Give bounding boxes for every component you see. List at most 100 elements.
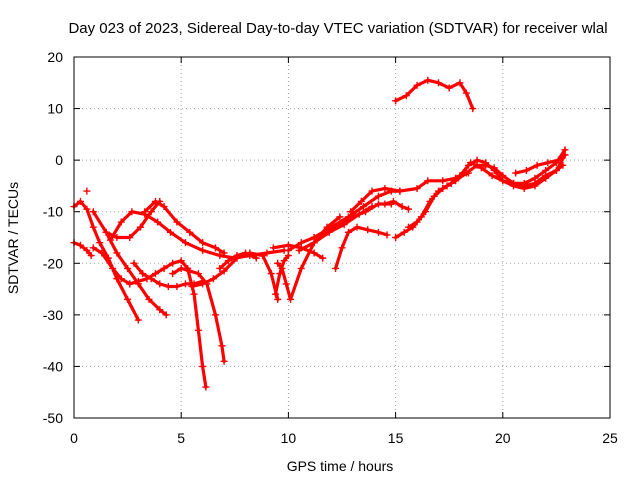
data-point [357,197,365,205]
y-tick-label: 0 [55,152,63,168]
series-line [108,210,286,260]
data-point [413,81,421,89]
data-point [76,241,84,249]
data-point [295,246,303,254]
data-point [267,270,275,278]
y-tick-label: -40 [43,358,63,374]
data-point [160,264,168,272]
data-point [347,208,355,216]
y-tick-label: -10 [43,204,63,220]
data-point [194,270,202,278]
y-tick-label: -20 [43,255,63,271]
data-point [252,254,260,262]
data-point [542,174,550,182]
data-point [473,156,481,164]
data-point [113,249,121,257]
data-point [413,185,421,193]
y-tick-label: -30 [43,307,63,323]
data-point [212,244,220,252]
data-point [87,252,95,260]
data-point [404,205,412,213]
data-point [218,342,226,350]
data-point [467,159,475,167]
data-point [89,244,97,252]
data-point [278,264,286,272]
x-tick-label: 20 [495,430,511,446]
data-point [199,246,207,254]
series-arc-09 [126,257,210,391]
series-line [394,78,475,111]
data-point [224,257,232,265]
data-point [199,362,207,370]
data-point [83,205,91,213]
data-point [336,213,344,221]
series-arc-07 [141,197,228,257]
data-point [128,208,136,216]
data-point [212,311,220,319]
data-point [96,239,104,247]
data-point [126,280,134,288]
data-point [139,270,147,278]
data-point [141,208,149,216]
data-point [287,295,295,303]
data-point [332,264,340,272]
data-point [344,228,352,236]
series-arc-26 [392,76,477,113]
data-point [344,213,352,221]
data-series [70,76,569,391]
data-point [456,172,464,180]
data-point [327,223,335,231]
y-axis-title: SDTVAR / TECUs [5,182,21,294]
data-point [83,187,91,195]
data-point [544,159,552,167]
series-line [72,241,93,258]
data-point [398,203,406,211]
series-arc-05 [102,197,164,241]
data-point [113,234,121,241]
plot-frame [73,56,611,419]
series-arc-23 [404,151,569,231]
data-point [542,166,550,174]
data-point [520,179,528,187]
data-point [552,166,560,174]
data-point [147,208,155,216]
data-point [220,249,228,257]
data-point [499,177,507,185]
data-point [447,179,455,187]
data-point [156,280,164,288]
data-point [310,249,318,257]
data-point [124,295,132,303]
data-point [469,105,477,113]
data-point [143,275,151,283]
data-point [274,295,282,303]
data-point [124,264,132,272]
data-point [413,218,421,226]
data-point [284,246,292,254]
series-arc-25 [512,151,569,177]
x-tick-label: 5 [177,430,185,446]
data-point [439,177,447,185]
data-point [177,257,185,265]
data-point [190,290,198,298]
data-point [156,306,164,314]
data-point [434,79,442,87]
data-point [404,223,412,231]
data-point [233,252,241,260]
data-point [368,203,376,211]
data-point [282,280,290,288]
data-point [381,185,389,193]
data-point [490,166,498,174]
data-point [374,228,382,236]
data-point [102,228,110,236]
data-point [134,316,142,324]
data-point [220,357,228,365]
series-line [406,153,567,229]
data-point [177,264,185,272]
data-point [422,208,430,216]
data-point [166,228,174,236]
x-axis-title: GPS time / hours [287,458,394,474]
series-arc-21 [381,197,412,213]
data-point [392,234,400,241]
series-line [297,205,374,252]
data-point [424,177,432,185]
